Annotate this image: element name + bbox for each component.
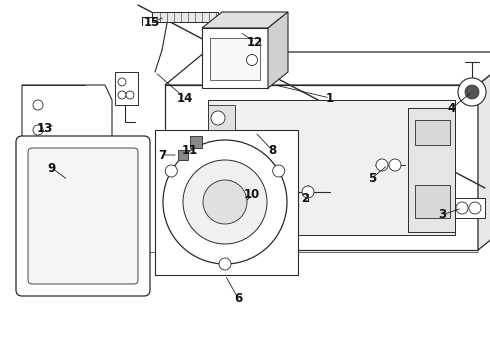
Polygon shape	[478, 52, 490, 250]
Circle shape	[469, 202, 481, 214]
Circle shape	[165, 165, 177, 177]
Text: 8: 8	[268, 144, 276, 157]
Polygon shape	[202, 28, 268, 88]
Polygon shape	[190, 136, 202, 148]
Polygon shape	[165, 52, 490, 85]
Circle shape	[211, 213, 225, 227]
Text: 2: 2	[301, 192, 309, 204]
Polygon shape	[268, 12, 288, 88]
Text: 9: 9	[48, 162, 56, 175]
Circle shape	[465, 85, 479, 99]
Polygon shape	[208, 105, 235, 130]
Circle shape	[302, 186, 314, 198]
Circle shape	[376, 159, 388, 171]
Polygon shape	[178, 150, 188, 160]
Polygon shape	[202, 12, 288, 28]
Circle shape	[118, 78, 126, 86]
FancyBboxPatch shape	[16, 136, 150, 296]
Polygon shape	[155, 130, 298, 275]
Text: 15: 15	[144, 15, 160, 28]
Text: 1: 1	[326, 91, 334, 104]
Circle shape	[458, 78, 486, 106]
Circle shape	[273, 165, 285, 177]
Polygon shape	[455, 198, 485, 218]
Polygon shape	[415, 185, 450, 218]
Text: 12: 12	[247, 36, 263, 49]
Text: 10: 10	[244, 189, 260, 202]
Circle shape	[118, 91, 126, 99]
Polygon shape	[415, 120, 450, 145]
Polygon shape	[210, 38, 260, 80]
Circle shape	[211, 111, 225, 125]
Text: 3: 3	[438, 208, 446, 221]
Circle shape	[219, 258, 231, 270]
Circle shape	[389, 159, 401, 171]
Text: 14: 14	[177, 91, 193, 104]
Text: 4: 4	[448, 102, 456, 114]
Circle shape	[246, 54, 258, 66]
Text: 5: 5	[368, 171, 376, 184]
Polygon shape	[152, 12, 218, 22]
Circle shape	[33, 125, 43, 135]
Text: 13: 13	[37, 122, 53, 135]
Polygon shape	[115, 72, 138, 105]
FancyBboxPatch shape	[28, 148, 138, 284]
Circle shape	[183, 160, 267, 244]
Polygon shape	[22, 85, 112, 150]
Circle shape	[203, 180, 247, 224]
Circle shape	[456, 202, 468, 214]
Circle shape	[33, 100, 43, 110]
Text: 7: 7	[158, 149, 166, 162]
Polygon shape	[408, 108, 455, 232]
Polygon shape	[208, 100, 455, 235]
Circle shape	[126, 91, 134, 99]
Text: 11: 11	[182, 144, 198, 157]
Text: 6: 6	[234, 292, 242, 305]
Polygon shape	[208, 205, 235, 232]
Circle shape	[163, 140, 287, 264]
Polygon shape	[165, 85, 478, 250]
